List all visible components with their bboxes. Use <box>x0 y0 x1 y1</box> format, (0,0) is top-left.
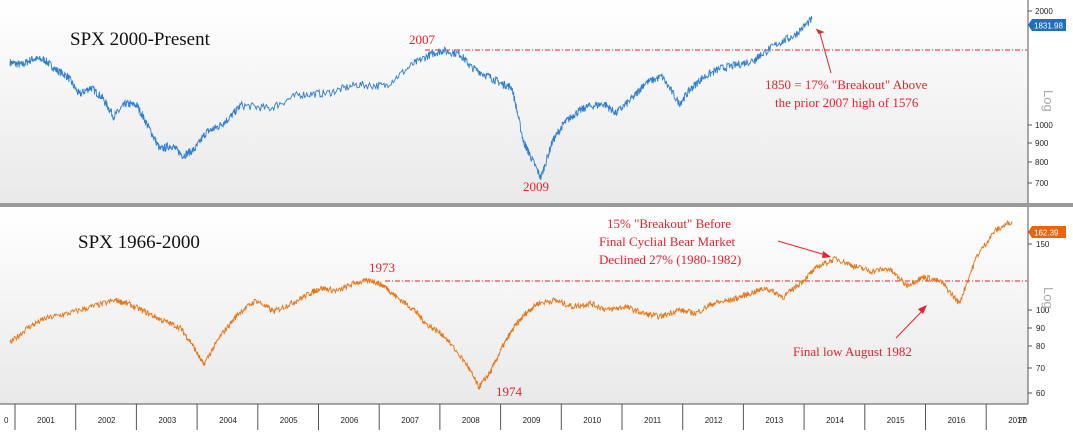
x-tick-label: 2017 <box>1008 416 1026 425</box>
bottom-series-group <box>9 219 1013 391</box>
bottom-log-label: Log <box>1041 287 1056 309</box>
bottom-panel-background <box>0 207 1028 404</box>
top-panel-background <box>0 0 1028 203</box>
bottom-tick-100: 100 <box>1036 306 1050 315</box>
bottom-tick-80: 80 <box>1036 342 1045 351</box>
x-tick-label: 2007 <box>401 416 419 425</box>
bottom-panel-title: SPX 1966-2000 <box>78 232 200 253</box>
top-spx-line <box>9 15 813 181</box>
bottom-tick-60: 60 <box>1036 389 1045 398</box>
x-tick-label: 2006 <box>341 416 359 425</box>
top-tick-1000: 1000 <box>1035 121 1053 130</box>
top-tick-700: 700 <box>1035 179 1049 188</box>
top-label-2007: 2007 <box>409 32 436 47</box>
x-tick-label: 2005 <box>280 416 298 425</box>
bottom-badge-text: 162.39 <box>1034 229 1059 238</box>
top-tick-800: 800 <box>1035 158 1049 167</box>
bottom-label-1974: 1974 <box>496 384 523 399</box>
x-tick-label: 2001 <box>37 416 55 425</box>
bottom-tick-90: 90 <box>1036 324 1045 333</box>
top-series-group <box>9 15 813 181</box>
bottom-low-arrow <box>895 305 927 339</box>
x-tick-label: 2008 <box>462 416 480 425</box>
top-note-line1: 1850 = 17% "Breakout" Above <box>765 77 928 92</box>
x-right-stub: 20 <box>1018 416 1027 425</box>
top-label-2009: 2009 <box>523 179 549 194</box>
x-tick-label: 2014 <box>826 416 844 425</box>
x-axis-labels: 2001 2002 2003 2004 2005 2006 2007 2008 2009 2010… <box>14 404 1027 430</box>
bottom-tick-70: 70 <box>1036 364 1045 373</box>
bottom-breakout-arrow <box>777 240 831 258</box>
bottom-note-line3: Declined 27% (1980-1982) <box>599 252 741 267</box>
top-note-line2: the prior 2007 high of 1576 <box>775 95 919 110</box>
top-y-ticks: 2000 1000 900 800 700 <box>1028 7 1053 188</box>
x-tick-label: 2002 <box>98 416 116 425</box>
x-tick-label: 2003 <box>158 416 176 425</box>
x-tick-label: 2012 <box>705 416 723 425</box>
panel-divider <box>0 203 1073 207</box>
top-panel-title: SPX 2000-Present <box>70 29 211 50</box>
bottom-note-low: Final low August 1982 <box>793 344 912 359</box>
bottom-last-value-badge: 162.39 <box>1028 226 1066 238</box>
x-tick-label: 2004 <box>219 416 237 425</box>
bottom-note-line1: 15% "Breakout" Before <box>607 216 731 231</box>
x-tick-label: 2015 <box>887 416 905 425</box>
x-tick-label: 2009 <box>523 416 541 425</box>
x-tick-label: 2010 <box>583 416 601 425</box>
bottom-label-1973: 1973 <box>369 260 395 275</box>
top-arrow <box>815 28 832 74</box>
x-tick-label: 2013 <box>765 416 783 425</box>
top-badge-text: 1831.98 <box>1034 22 1063 31</box>
bottom-y-ticks: 150 100 90 80 70 60 <box>1028 240 1050 398</box>
bottom-spx-line <box>9 219 1013 391</box>
bottom-tick-150: 150 <box>1036 240 1050 249</box>
top-tick-2000: 2000 <box>1035 7 1053 16</box>
top-tick-900: 900 <box>1035 139 1049 148</box>
x-left-stub: 0 <box>4 416 9 425</box>
top-log-label: Log <box>1041 90 1056 112</box>
x-tick-label: 2011 <box>644 416 662 425</box>
top-last-value-badge: 1831.98 <box>1028 19 1066 31</box>
bottom-note-line2: Final Cyclial Bear Market <box>599 234 735 249</box>
x-tick-label: 2016 <box>948 416 966 425</box>
